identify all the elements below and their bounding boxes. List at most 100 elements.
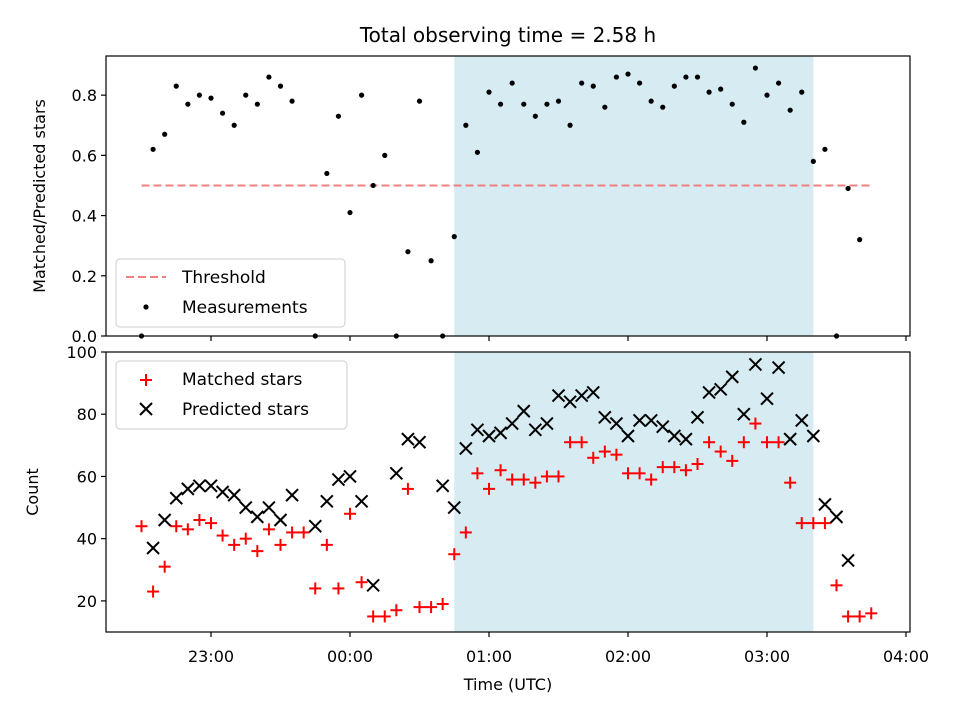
- predicted-star-point: [818, 497, 832, 512]
- matched-star-point: [865, 607, 878, 620]
- predicted-star-point: [713, 382, 728, 397]
- legend-threshold-label: Threshold: [181, 268, 266, 288]
- top-legend-box: [115, 258, 346, 328]
- matched-star-point: [286, 526, 299, 539]
- measurement-point: [463, 122, 469, 128]
- measurement-point: [752, 65, 759, 71]
- matched-star-point: [216, 529, 229, 542]
- matched-star-point: [262, 523, 275, 536]
- matched-star-point: [147, 585, 160, 598]
- count-points: [135, 357, 878, 623]
- predicted-star-point: [540, 416, 554, 431]
- measurement-point: [845, 185, 851, 192]
- measurement-point: [636, 80, 643, 86]
- predicted-star-point: [181, 482, 195, 496]
- bottom-y-tick-label: 40: [77, 530, 97, 549]
- matched-star-point: [390, 604, 403, 617]
- matched-star-point: [587, 451, 600, 464]
- matched-star-point: [517, 473, 530, 486]
- matched-star-point: [494, 464, 507, 477]
- predicted-star-point: [169, 491, 183, 505]
- bottom-legend: Matched stars Predicted stars: [115, 360, 348, 430]
- matched-star-point: [795, 517, 808, 530]
- matched-star-point: [668, 461, 681, 474]
- x-tick-label: 00:00: [327, 647, 373, 666]
- measurement-point: [532, 113, 538, 119]
- legend-predicted-swatch: [139, 402, 153, 416]
- measurement-point: [208, 95, 214, 101]
- predicted-star-point: [748, 357, 763, 372]
- measurement-point: [683, 74, 689, 80]
- predicted-star-point: [447, 500, 461, 515]
- matched-star-point: [540, 470, 553, 483]
- x-tick-label: 03:00: [744, 647, 790, 666]
- matched-star-point: [332, 582, 345, 595]
- measurement-point: [810, 158, 816, 164]
- matched-star-point: [483, 482, 495, 495]
- predicted-star-point: [563, 395, 577, 409]
- measurement-point: [358, 92, 365, 98]
- measurement-point: [185, 101, 191, 107]
- predicted-star-point: [308, 519, 322, 533]
- predicted-star-point: [262, 500, 276, 515]
- matched-star-point: [842, 610, 855, 623]
- matched-star-point: [737, 436, 750, 449]
- predicted-star-point: [528, 423, 543, 437]
- measurement-point: [254, 101, 260, 107]
- matched-star-point: [726, 454, 739, 467]
- measurement-point: [799, 89, 805, 95]
- matched-star-point: [772, 436, 785, 449]
- measurement-point: [555, 98, 562, 104]
- bottom-panel: 20 40 60 80 100 23:00 00:00 01:00 02:00 03:00 04:0…: [23, 343, 929, 694]
- measurement-point: [671, 83, 677, 89]
- predicted-star-point: [227, 488, 241, 502]
- matched-star-point: [703, 436, 716, 449]
- measurement-point: [521, 101, 527, 107]
- predicted-star-point: [609, 416, 624, 431]
- chart-title: Total observing time = 2.58 h: [359, 23, 656, 47]
- predicted-star-point: [621, 429, 635, 443]
- matched-star-point: [251, 545, 264, 558]
- predicted-star-point: [656, 419, 670, 434]
- matched-star-point: [506, 473, 519, 486]
- matched-star-point: [158, 560, 171, 573]
- matched-star-point: [575, 436, 588, 449]
- measurement-point: [416, 98, 423, 104]
- matched-star-point: [355, 576, 368, 589]
- measurement-point: [231, 122, 237, 128]
- measurement-point: [405, 249, 411, 255]
- top-shaded-region: [454, 56, 814, 336]
- matched-star-point: [425, 601, 438, 614]
- top-legend: Threshold Measurements: [115, 258, 346, 328]
- measurement-point: [497, 101, 504, 107]
- measurement-point: [579, 80, 585, 86]
- predicted-star-point: [389, 466, 404, 481]
- predicted-star-point: [215, 485, 230, 499]
- predicted-star-point: [574, 388, 589, 403]
- matched-star-point: [749, 417, 762, 430]
- predicted-star-point: [679, 432, 693, 446]
- matched-star-point: [610, 448, 623, 461]
- matched-star-point: [320, 538, 333, 551]
- matched-star-point: [529, 476, 542, 489]
- bottom-legend-box: [115, 360, 348, 430]
- x-tick-label: 04:00: [883, 647, 929, 666]
- matched-star-point: [818, 517, 831, 530]
- matched-star-point: [344, 507, 356, 520]
- predicted-star-point: [505, 416, 519, 431]
- matched-star-point: [367, 610, 380, 623]
- matched-star-point: [807, 517, 820, 530]
- matched-star-point: [761, 436, 773, 449]
- matched-star-point: [564, 436, 577, 449]
- measurement-point: [347, 209, 353, 216]
- measurement-point: [243, 92, 249, 98]
- bottom-shaded-region: [454, 352, 814, 632]
- predicted-star-point: [632, 413, 647, 428]
- measurement-point: [660, 104, 666, 110]
- top-panel: 0.00.20.40.60.8 Matched/Predicted stars …: [30, 55, 911, 346]
- measurement-point: [718, 86, 724, 92]
- measurement-point: [382, 152, 388, 158]
- measurement-point: [706, 89, 712, 95]
- matched-star-point: [193, 514, 206, 526]
- measurement-point: [775, 80, 782, 86]
